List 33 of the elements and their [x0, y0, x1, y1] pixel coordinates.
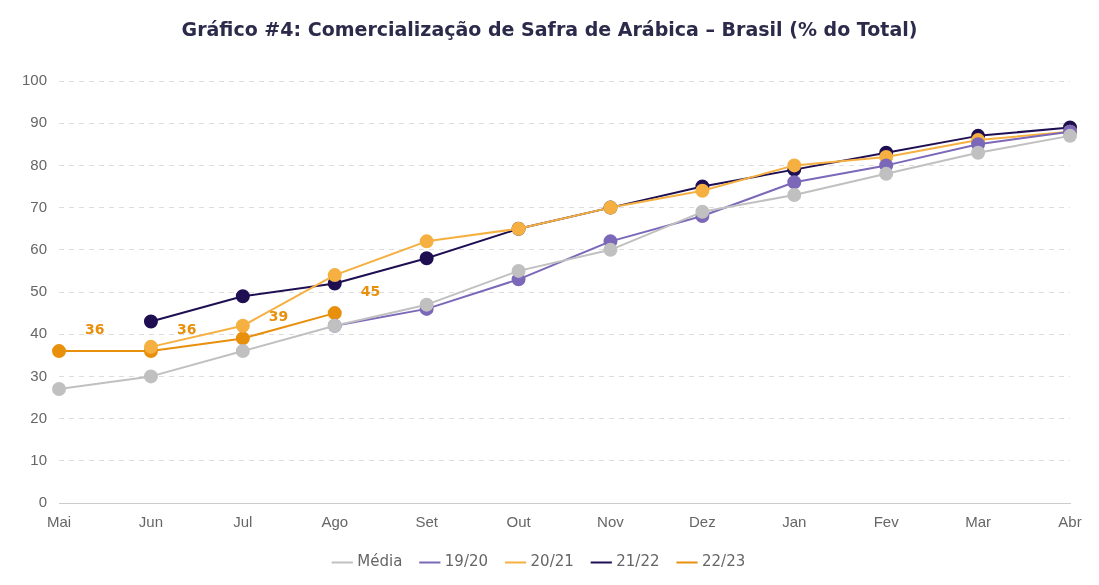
x-tick-label: Ago [321, 513, 349, 531]
x-tick-label: Set [415, 513, 439, 531]
y-tick-label: 60 [30, 239, 48, 257]
y-tick-label: 50 [30, 282, 48, 300]
y-tick-label: 20 [30, 408, 48, 426]
data-label: 39 [268, 308, 289, 325]
legend-label: 19/20 [444, 552, 489, 571]
legend-label: 20/21 [530, 552, 574, 571]
x-tick-label: Mar [965, 513, 992, 531]
y-tick-label: 30 [30, 366, 48, 384]
x-tick-label: Fev [873, 513, 900, 531]
data-label: 36 [85, 320, 105, 337]
y-tick-label: 40 [30, 324, 48, 342]
x-tick-label: Jan [782, 513, 807, 531]
data-label: 45 [360, 282, 381, 299]
x-tick-label: Jun [138, 513, 164, 531]
x-tick-label: Out [506, 513, 532, 531]
y-tick-label: 70 [30, 197, 48, 215]
x-tick-label: Nov [597, 513, 625, 531]
legend-label: 22/23 [702, 552, 746, 571]
y-tick-label: 0 [38, 493, 48, 511]
x-tick-label: Abr [1058, 513, 1082, 531]
y-tick-label: 10 [30, 450, 48, 468]
x-tick-label: Dez [689, 513, 716, 531]
legend-label: 21/22 [616, 552, 660, 571]
y-tick-label: 100 [22, 71, 48, 89]
x-tick-label: Jul [233, 513, 253, 531]
x-tick-label: Mai [46, 513, 72, 531]
legend-label: Média [357, 552, 403, 571]
data-label: 36 [176, 320, 197, 337]
y-tick-label: 90 [30, 113, 48, 131]
y-tick-label: 80 [30, 155, 48, 173]
chart-title: Gráfico #4: Comercialização de Safra de Arábica – Brasil (% do Total) [180, 18, 919, 40]
